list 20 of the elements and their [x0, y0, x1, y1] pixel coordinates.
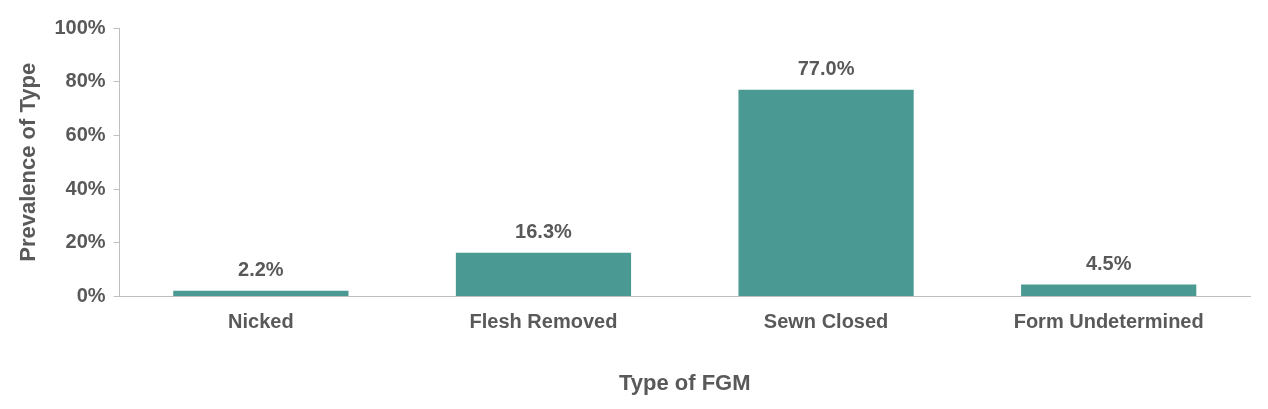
x-tick-label: Form Undetermined [1013, 310, 1204, 333]
y-tick-label: 20% [65, 230, 106, 253]
y-tick-label: 0% [76, 284, 106, 307]
y-tick-label: 80% [65, 69, 106, 92]
x-tick-label: Sewn Closed [763, 310, 889, 333]
bar [455, 252, 632, 297]
bar [173, 290, 349, 297]
x-axis-title: Type of FGM [618, 369, 751, 395]
x-tick-label: Flesh Removed [469, 310, 618, 333]
y-tick-label: 40% [65, 176, 106, 199]
bar [1021, 284, 1197, 297]
y-axis-title: Prevalence of Type [15, 62, 41, 262]
x-tick-label: Nicked [228, 310, 294, 333]
data-label: 77.0% [797, 57, 855, 80]
data-label: 16.3% [515, 220, 573, 243]
data-label: 4.5% [1085, 252, 1132, 275]
y-tick-label: 100% [54, 15, 106, 38]
bar [738, 89, 914, 297]
data-label: 2.2% [238, 258, 284, 281]
y-tick-label: 60% [65, 122, 106, 145]
